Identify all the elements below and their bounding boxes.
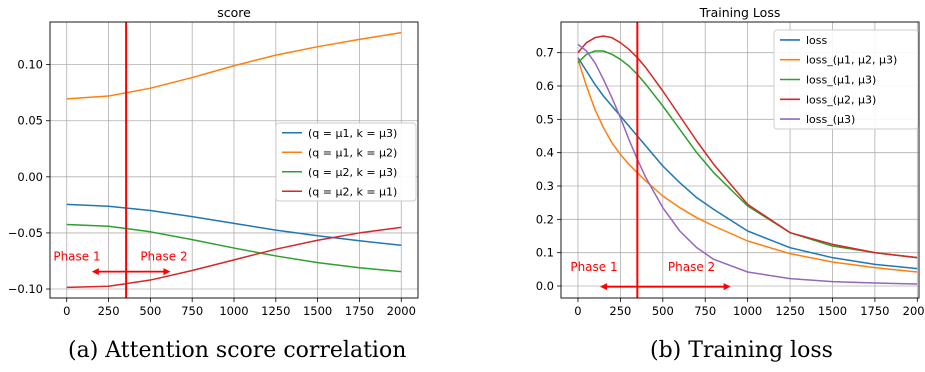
chart-1-legend-label-1: loss_(μ1, μ2, μ3) bbox=[806, 54, 897, 67]
chart-1-ytick-label-1: 0.1 bbox=[536, 246, 554, 260]
chart-1-xtick-label-3: 750 bbox=[694, 304, 716, 318]
chart-0-xtick-label-0: 0 bbox=[63, 304, 70, 318]
chart-0-series-0 bbox=[66, 203, 402, 247]
chart-0-ytick-label-1: −0.05 bbox=[8, 226, 43, 240]
chart-0-xtick-label-5: 1250 bbox=[261, 304, 290, 318]
chart-1-xtick-label-7: 1750 bbox=[860, 304, 889, 318]
chart-1-frame bbox=[560, 21, 920, 299]
chart-1-ytick-label-3: 0.3 bbox=[536, 179, 554, 193]
caption-b: (b) Training loss bbox=[650, 338, 833, 363]
chart-1-xtick-label-1: 250 bbox=[609, 304, 631, 318]
chart-0-legend-label-3: (q = μ2, k = μ1) bbox=[308, 185, 397, 198]
chart-0-legend-label-0: (q = μ1, k = μ3) bbox=[308, 127, 397, 140]
chart-0-xtick-label-1: 250 bbox=[98, 304, 120, 318]
chart-0-legend-label-1: (q = μ1, k = μ2) bbox=[308, 146, 397, 159]
chart-0-ytick-label-2: 0.00 bbox=[17, 170, 43, 184]
chart-0-annotation-0: Phase 1 bbox=[53, 249, 100, 263]
chart-1-ytick-label-6: 0.6 bbox=[536, 79, 554, 93]
chart-1-legend bbox=[773, 29, 919, 130]
chart-1-legend-label-0: loss bbox=[806, 34, 828, 47]
chart-1-legend-label-3: loss_(μ2, μ3) bbox=[806, 93, 876, 106]
chart-0-series-3 bbox=[66, 226, 402, 289]
chart-1-xtick-label-2: 500 bbox=[652, 304, 674, 318]
chart-0-xtick-label-2: 500 bbox=[139, 304, 161, 318]
chart-0-annotation-1: Phase 2 bbox=[140, 249, 187, 263]
chart-0-xtick-label-7: 1750 bbox=[345, 304, 374, 318]
chart-training-loss: Phase 1 Phase 2 0 250 500 750 1000 1250 1500 1750… bbox=[536, 5, 925, 318]
chart-1-legend-label-4: loss_(μ3) bbox=[806, 113, 855, 126]
chart-1-series-1 bbox=[577, 59, 918, 273]
chart-1-xtick-label-4: 1000 bbox=[733, 304, 762, 318]
chart-1-annotation-1: Phase 2 bbox=[668, 260, 715, 274]
chart-0-xtick-label-6: 1500 bbox=[303, 304, 332, 318]
chart-1-ytick-label-2: 0.2 bbox=[536, 212, 554, 226]
chart-1-ytick-label-4: 0.4 bbox=[536, 146, 554, 160]
chart-0-legend-label-2: (q = μ2, k = μ3) bbox=[308, 166, 397, 179]
caption-a: (a) Attention score correlation bbox=[68, 338, 407, 363]
chart-1-series-3 bbox=[577, 35, 918, 259]
chart-1-ytick-label-7: 0.7 bbox=[536, 46, 554, 60]
chart-0-ytick-label-0: −0.10 bbox=[8, 282, 43, 296]
chart-0-xtick-label-8: 2000 bbox=[387, 304, 416, 318]
chart-0-series-1 bbox=[66, 31, 402, 100]
chart-0-phase-arrow-head-right bbox=[163, 268, 171, 276]
chart-1-xtick-label-0: 0 bbox=[574, 304, 581, 318]
chart-0-ytick-label-4: 0.10 bbox=[17, 58, 43, 72]
chart-1-series-0 bbox=[577, 57, 918, 270]
chart-1-phase-arrow-head-left bbox=[600, 283, 608, 291]
chart-1-series-4 bbox=[577, 43, 918, 285]
chart-1-ytick-label-0: 0.0 bbox=[536, 279, 554, 293]
chart-0-xtick-label-4: 1000 bbox=[219, 304, 248, 318]
chart-0-legend bbox=[275, 122, 417, 202]
chart-1-phase-arrow-head-right bbox=[723, 283, 731, 291]
chart-1-legend-label-2: loss_(μ1, μ3) bbox=[806, 74, 876, 87]
chart-1-title: Training Loss bbox=[699, 5, 781, 20]
chart-1-xtick-label-6: 1500 bbox=[818, 304, 847, 318]
chart-1-ytick-label-5: 0.5 bbox=[536, 112, 554, 126]
chart-attention-score: Phase 1 Phase 2 0 250 500 750 1000 1250 1500 1750… bbox=[8, 5, 419, 318]
chart-1-xtick-label-5: 1250 bbox=[775, 304, 804, 318]
chart-0-ytick-label-3: 0.05 bbox=[17, 114, 43, 128]
chart-0-xtick-label-3: 750 bbox=[181, 304, 203, 318]
chart-1-annotation-0: Phase 1 bbox=[570, 260, 617, 274]
chart-0-phase-arrow-head-left bbox=[91, 268, 99, 276]
chart-1-xtick-label-8: 2000 bbox=[903, 304, 925, 318]
chart-0-series-2 bbox=[66, 223, 402, 273]
chart-0-title: score bbox=[217, 5, 251, 20]
